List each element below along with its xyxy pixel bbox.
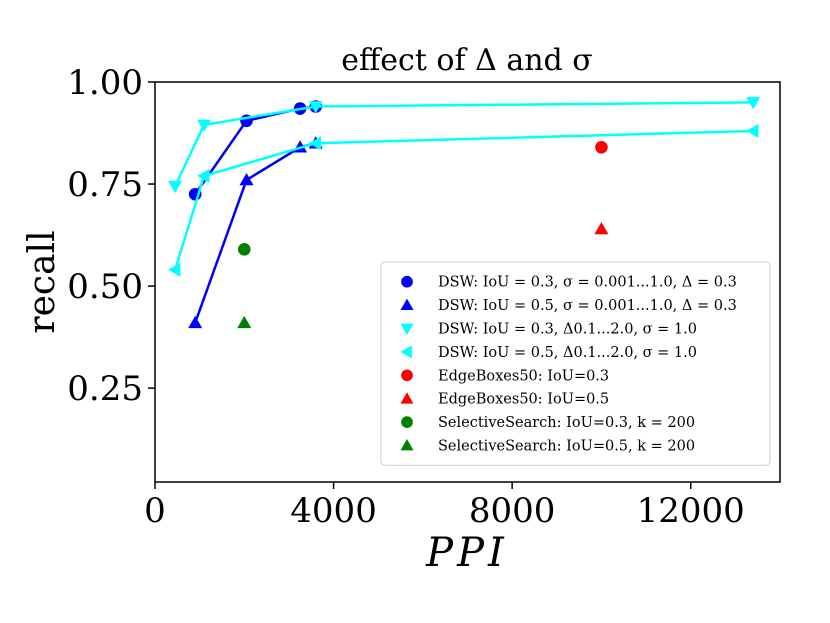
- data-point: [308, 101, 323, 114]
- y-tick-label: 1.00: [67, 63, 143, 103]
- legend-marker: [400, 345, 412, 359]
- data-point: [746, 123, 759, 138]
- y-axis-label: recall: [22, 230, 63, 333]
- legend-marker: [400, 439, 414, 451]
- plot-frame: [154, 81, 781, 483]
- legend-entry: EdgeBoxes50: IoU=0.3: [438, 368, 609, 384]
- series-line: [173, 129, 754, 271]
- legend-entry: EdgeBoxes50: IoU=0.5: [438, 392, 609, 408]
- series-8: [237, 315, 252, 329]
- data-point: [197, 168, 210, 183]
- data-point: [239, 172, 254, 186]
- x-tick-label: 8000: [469, 491, 556, 531]
- x-tick-label: 0: [144, 491, 166, 531]
- x-axis-label: PPI: [425, 530, 508, 576]
- data-point: [237, 243, 251, 256]
- legend-entry: SelectiveSearch: IoU=0.5, k = 200: [438, 439, 695, 455]
- x-tick-label: 12000: [637, 491, 745, 531]
- y-tick-label: 0.25: [67, 369, 143, 409]
- chart-title: effect of Δ and σ: [341, 43, 593, 78]
- series-6: [594, 221, 609, 235]
- legend-marker: [401, 275, 413, 288]
- data-point: [595, 141, 608, 154]
- y-tick-label: 0.50: [67, 267, 143, 307]
- legend-marker: [401, 369, 413, 382]
- y-tick-label: 0.75: [67, 165, 143, 205]
- series-7: [237, 243, 251, 256]
- data-point: [746, 97, 761, 110]
- legend-entry: DSW: IoU = 0.3, σ = 0.001...1.0, Δ = 0.3: [438, 275, 737, 291]
- axes: 0 4000 8000 12000 0.25 0.50 0.75 1.00: [67, 63, 781, 531]
- series-4: [168, 123, 759, 277]
- series-5: [595, 141, 608, 154]
- legend-entry: DSW: IoU = 0.5, Δ0.1...2.0, σ = 1.0: [438, 345, 697, 361]
- data-point: [168, 180, 183, 194]
- legend: DSW: IoU = 0.3, σ = 0.001...1.0, Δ = 0.3…: [380, 261, 771, 466]
- data-point: [188, 315, 203, 329]
- series-line: [173, 101, 754, 187]
- legend-marker: [400, 392, 414, 404]
- x-tick-label: 4000: [290, 491, 377, 531]
- series-2: [188, 136, 323, 329]
- data-point: [594, 221, 609, 235]
- legend-marker: [401, 416, 413, 428]
- legend-entry: SelectiveSearch: IoU=0.3, k = 200: [438, 415, 695, 431]
- data-point: [197, 119, 212, 132]
- series-3: [168, 97, 761, 194]
- data-series: [168, 97, 761, 329]
- legend-marker: [400, 298, 414, 310]
- legend-entry: DSW: IoU = 0.5, σ = 0.001...1.0, Δ = 0.3: [438, 298, 737, 314]
- legend-entry: DSW: IoU = 0.3, Δ0.1...2.0, σ = 1.0: [438, 322, 697, 338]
- legend-box: [380, 261, 771, 466]
- legend-marker: [400, 323, 414, 335]
- data-point: [237, 315, 252, 329]
- data-point: [168, 262, 181, 277]
- data-point: [308, 136, 321, 151]
